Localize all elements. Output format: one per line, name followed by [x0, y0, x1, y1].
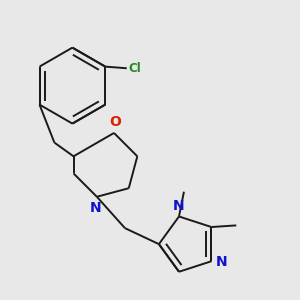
Text: O: O: [110, 115, 122, 129]
Text: N: N: [172, 199, 184, 212]
Text: N: N: [216, 255, 227, 269]
Text: N: N: [89, 201, 101, 215]
Text: Cl: Cl: [128, 62, 141, 75]
